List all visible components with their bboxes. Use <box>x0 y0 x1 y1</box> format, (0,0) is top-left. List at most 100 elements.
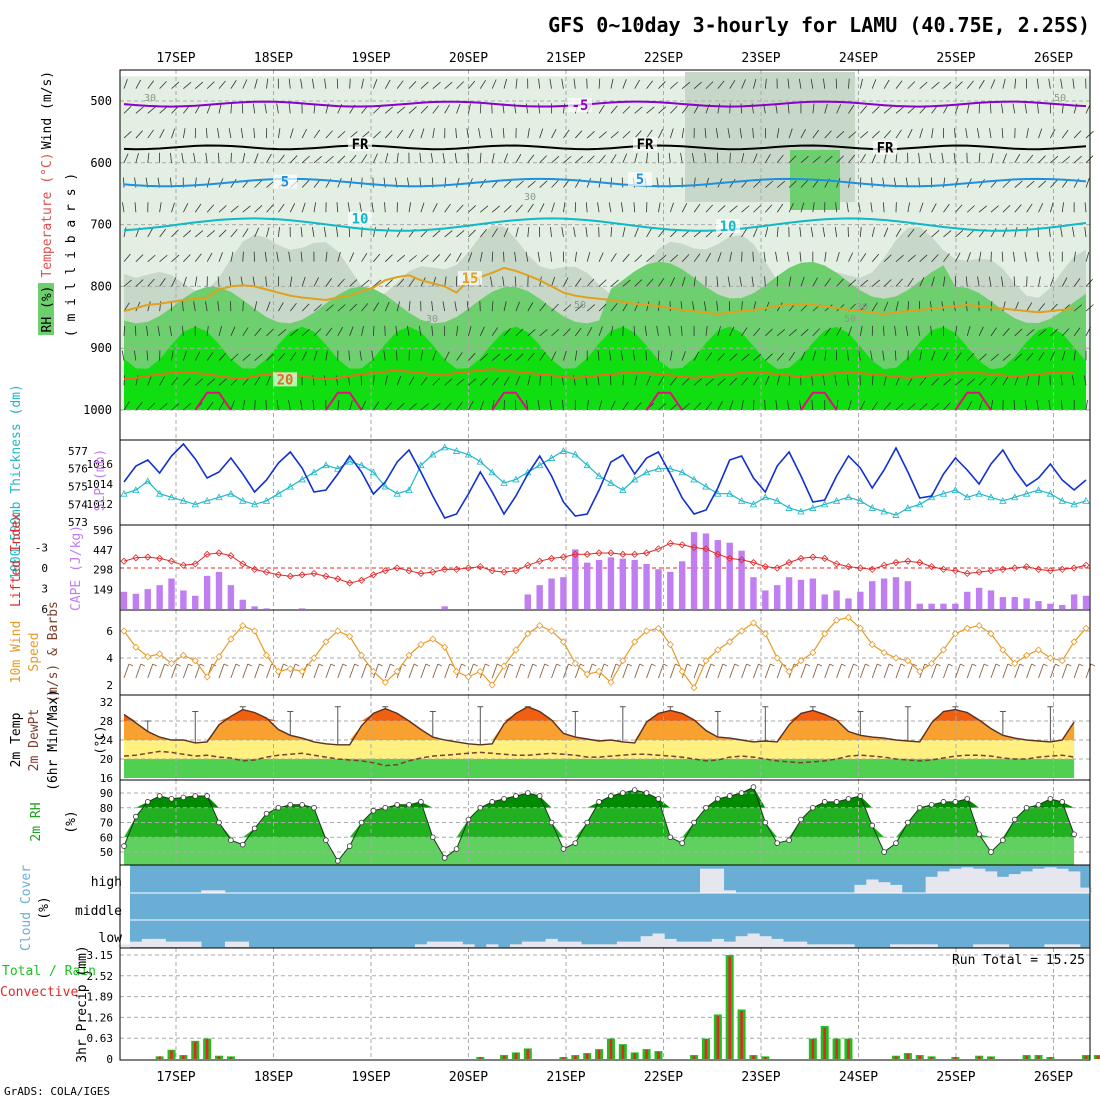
wind-barb <box>634 79 641 89</box>
wind-barb <box>729 103 731 114</box>
wind10m-barb <box>859 663 866 679</box>
wind10m-barb <box>159 663 166 679</box>
wind-barb <box>183 81 192 89</box>
wind-barb <box>822 227 826 238</box>
wind-barb <box>836 251 840 262</box>
lifted-index-marker <box>132 554 140 562</box>
wind-barb <box>195 230 204 238</box>
cloud-low-fill <box>177 941 190 947</box>
wind-barb <box>693 276 696 287</box>
wind-barb <box>313 277 319 287</box>
wind-barb <box>456 230 465 238</box>
wind10m-marker <box>904 657 912 665</box>
lifted-index-marker <box>536 557 544 565</box>
wind-barb <box>278 302 284 312</box>
wind-barb <box>503 353 512 361</box>
wind-barb <box>479 152 482 163</box>
wind-barb <box>1050 129 1056 139</box>
thickness-marker <box>452 447 461 454</box>
thickness-marker <box>191 500 199 508</box>
isotherm-label: FR <box>877 141 894 157</box>
precip-tick-label: 2.52 <box>87 970 114 983</box>
wind-barb <box>228 128 232 139</box>
wind-barb <box>1026 352 1034 361</box>
wind10m-barb <box>978 663 985 679</box>
rh2m-marker <box>156 793 163 799</box>
thickness-marker <box>547 454 556 461</box>
rh2m-marker <box>1071 831 1077 838</box>
temp-unit-label: (°C) <box>93 726 107 755</box>
temp-area-24 <box>124 706 1075 740</box>
wind10m-barb <box>254 663 261 679</box>
cloud-low-fill <box>925 944 938 947</box>
wind-barb <box>670 105 678 114</box>
wind-barb <box>396 254 405 262</box>
wind-barb <box>1060 400 1063 411</box>
cloud-high-fill <box>723 890 736 893</box>
rh2m-marker <box>216 819 222 826</box>
lifted-index-marker <box>714 550 722 558</box>
wind-barb <box>575 304 584 312</box>
cloud-low-fill <box>118 944 131 947</box>
wind-barb <box>1014 180 1023 188</box>
wind-barb <box>491 353 501 361</box>
wind-barb <box>799 226 802 238</box>
rh2m-marker <box>536 793 543 799</box>
wind-barb <box>396 152 399 163</box>
wind10m-marker <box>738 627 746 635</box>
rh-contour-label: 30 <box>426 314 438 325</box>
wind-barb <box>883 130 892 139</box>
wind10m-marker <box>963 624 971 632</box>
wind-barb <box>479 228 487 238</box>
wind10m-barb <box>432 663 439 679</box>
wind-barb <box>741 205 750 213</box>
precip-convective-bar <box>918 1055 922 1059</box>
cape-bar <box>572 549 579 609</box>
cloud-high-fill <box>890 884 903 893</box>
cloud-low-fill <box>450 941 463 947</box>
wind-barb <box>432 276 437 287</box>
wind-barb <box>610 105 618 114</box>
precip-convective-bar <box>716 1016 720 1059</box>
wind-barb <box>586 177 592 188</box>
wind-barb <box>159 81 167 89</box>
cape-bar <box>536 585 543 609</box>
wind10m-barb-flag <box>378 663 383 667</box>
wind-barb <box>727 128 731 139</box>
wind-barb <box>989 103 992 114</box>
wind10m-marker <box>892 654 900 662</box>
wind10m-marker <box>476 667 484 676</box>
wind-barb <box>265 399 267 411</box>
lifted-index-marker <box>761 563 769 571</box>
wind10m-barb <box>1014 663 1021 679</box>
wind-barb <box>753 78 757 89</box>
wind-barb <box>860 279 869 287</box>
wind-barb <box>1026 128 1029 139</box>
wind-barb <box>978 178 985 188</box>
cape-bar <box>880 578 888 609</box>
wind-barb <box>442 301 446 312</box>
wind-barb <box>432 105 440 114</box>
thickness-tick-label: 575 <box>68 481 88 494</box>
rh2m-tick-label: 60 <box>100 831 113 844</box>
lifted-index-marker <box>643 549 651 557</box>
wind-barb <box>729 79 736 89</box>
cape-bar <box>785 577 793 609</box>
wind10m-barb <box>954 663 961 679</box>
isotherm-label: FR <box>352 137 369 153</box>
cloud-low-fill <box>605 944 618 947</box>
wind-barb <box>289 128 294 139</box>
wind-barb <box>990 400 994 411</box>
wind10m-marker <box>441 643 449 651</box>
rh2m-marker <box>287 801 294 808</box>
wind-barb <box>836 131 845 139</box>
wind-barb <box>254 376 261 386</box>
cloud-low-fill <box>224 941 238 947</box>
wind-barb <box>159 403 168 411</box>
wind-barb <box>658 376 664 386</box>
thickness-marker <box>144 477 152 485</box>
wind-barb <box>859 226 862 237</box>
wind-barb <box>776 329 786 337</box>
wind-barb <box>1038 351 1045 361</box>
